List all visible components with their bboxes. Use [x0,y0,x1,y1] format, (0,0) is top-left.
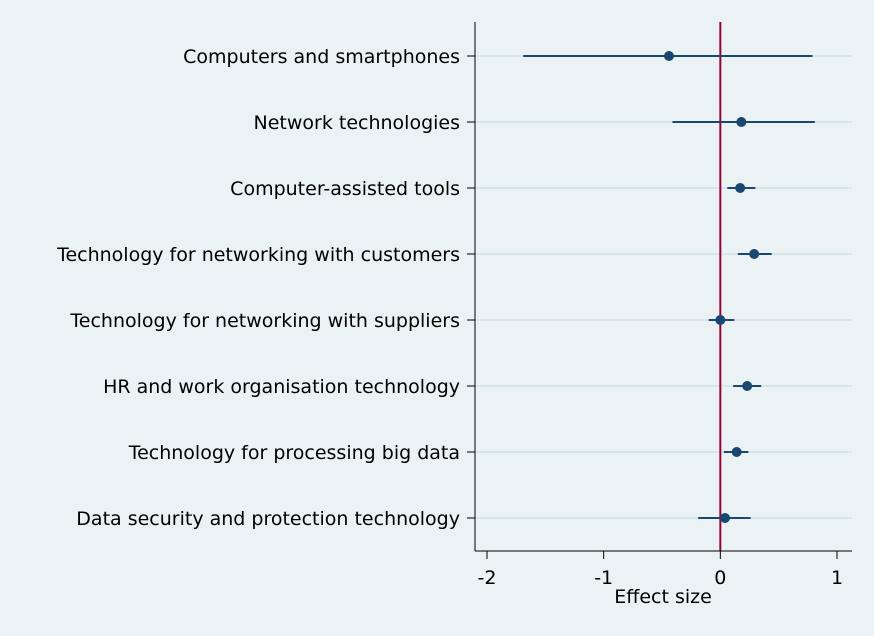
point-estimate [720,513,730,523]
point-estimate [664,51,674,61]
y-tick-label: Computer-assisted tools [230,178,460,200]
x-tick-label: -1 [594,567,613,589]
y-axis-labels: Computers and smartphones Network technol… [56,46,475,530]
plot-region [475,22,852,551]
y-tick-label: Technology for processing big data [128,442,460,464]
y-tick-label: Network technologies [254,112,461,134]
point-estimates [664,51,760,523]
y-tick-label: Computers and smartphones [183,46,460,68]
point-estimate [742,381,753,391]
y-tick-label: Technology for networking with suppliers [69,310,460,332]
y-tick-label: Technology for networking with customers [56,244,460,266]
x-axis-ticks: -2 -1 0 1 [478,551,843,589]
y-tick-label: HR and work organisation technology [103,376,460,398]
gridlines [475,55,852,519]
point-estimate [731,447,742,457]
point-estimate [715,315,726,325]
x-tick-label: 0 [714,567,726,589]
x-tick-label: -2 [478,567,497,589]
point-estimate [735,183,746,193]
y-tick-label: Data security and protection technology [76,508,460,530]
point-estimate [749,249,760,259]
point-estimate [736,117,747,127]
x-tick-label: 1 [831,567,843,589]
x-axis-title: Effect size [614,586,712,608]
